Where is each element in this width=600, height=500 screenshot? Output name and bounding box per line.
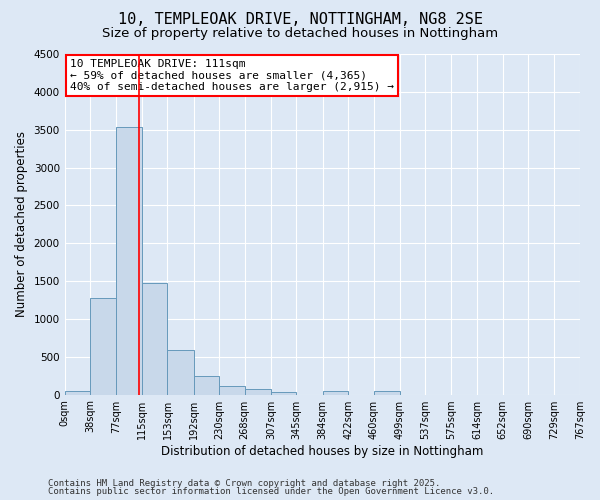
Text: Contains HM Land Registry data © Crown copyright and database right 2025.: Contains HM Land Registry data © Crown c… [48, 478, 440, 488]
Bar [65, 391, 90, 394]
Text: 10 TEMPLEOAK DRIVE: 111sqm
← 59% of detached houses are smaller (4,365)
40% of s: 10 TEMPLEOAK DRIVE: 111sqm ← 59% of deta… [70, 59, 394, 92]
Bar [271, 392, 296, 394]
Bar [167, 350, 194, 395]
Bar [194, 376, 219, 394]
Bar [116, 126, 142, 394]
Bar [142, 282, 167, 395]
X-axis label: Distribution of detached houses by size in Nottingham: Distribution of detached houses by size … [161, 444, 484, 458]
Y-axis label: Number of detached properties: Number of detached properties [15, 132, 28, 318]
Bar [374, 391, 400, 394]
Text: 10, TEMPLEOAK DRIVE, NOTTINGHAM, NG8 2SE: 10, TEMPLEOAK DRIVE, NOTTINGHAM, NG8 2SE [118, 12, 482, 28]
Bar [219, 386, 245, 394]
Bar [323, 391, 348, 394]
Text: Contains public sector information licensed under the Open Government Licence v3: Contains public sector information licen… [48, 487, 494, 496]
Bar [245, 390, 271, 394]
Text: Size of property relative to detached houses in Nottingham: Size of property relative to detached ho… [102, 28, 498, 40]
Bar [90, 298, 116, 394]
